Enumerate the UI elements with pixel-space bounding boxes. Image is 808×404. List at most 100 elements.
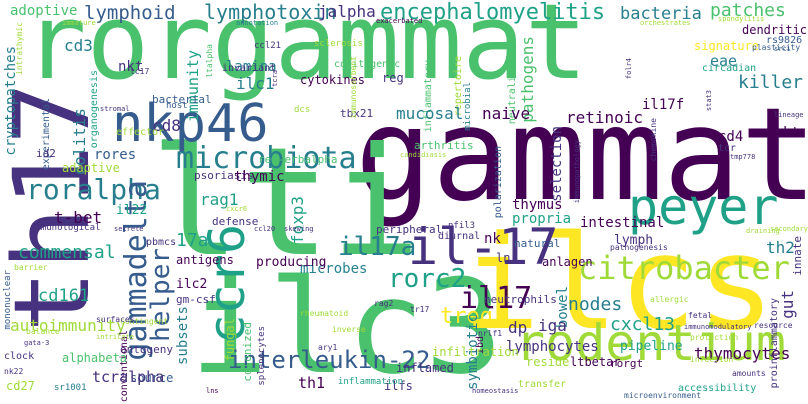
cloud-word: il-17 [408, 218, 559, 276]
cloud-word: immunopathology [573, 140, 581, 204]
cloud-word: rheumatoid [300, 309, 349, 318]
cloud-word: chemokine [649, 118, 658, 162]
cloud-word: intestinal [580, 215, 665, 231]
cloud-word: cd8 [152, 116, 181, 135]
cloud-word: tcralpha [92, 368, 165, 386]
cloud-word: defense [212, 215, 259, 228]
cloud-word: host [166, 101, 188, 111]
cloud-word: protection [690, 333, 739, 342]
cloud-word: bacteria [620, 4, 702, 24]
cloud-word: il17 [460, 281, 533, 316]
cloud-word: il22 [116, 203, 148, 218]
cloud-word: microbial [463, 82, 473, 131]
cloud-word: lineage [774, 111, 804, 119]
cloud-word: annotation [236, 19, 279, 27]
cloud-word: rorc2 [388, 264, 467, 294]
cloud-word: lymphocytes [506, 339, 599, 355]
cloud-word: contingent [120, 317, 169, 326]
cloud-word: sr1001 [54, 383, 87, 393]
cloud-word: rorgt [610, 357, 644, 370]
cloud-word: lymph [614, 233, 654, 248]
cloud-word: psoriasis [194, 169, 254, 182]
cloud-word: pathogenesis [610, 243, 668, 252]
cloud-word: lamina [226, 59, 277, 75]
cloud-word: nkp46 [112, 94, 269, 154]
cloud-word: peripheral [376, 223, 443, 236]
cloud-word: barrier [14, 263, 48, 272]
cloud-word: infiltration [432, 345, 519, 359]
cloud-word: jalpha [318, 2, 376, 21]
cloud-word: plasticity [752, 43, 801, 52]
cloud-word: microenvironment [624, 391, 702, 400]
cloud-word: balance [26, 327, 60, 336]
cloud-word: antigens [176, 253, 234, 267]
cloud-word: nodes [568, 294, 623, 315]
cloud-word: encephalomyelitis [380, 0, 606, 25]
cloud-word: gammat [355, 81, 808, 230]
cloud-word: source [130, 371, 174, 385]
cloud-word: secondary [770, 225, 808, 233]
cloud-word: helper [146, 248, 176, 342]
cloud-word: lymphotoxin [204, 0, 337, 24]
cloud-word: splenocytes [257, 326, 267, 386]
cloud-word: sclerosis [314, 39, 363, 49]
cloud-word: cryptopatches [3, 46, 19, 156]
cloud-word: alphabeta [62, 351, 128, 365]
cloud-word: surfaces [96, 315, 135, 324]
cloud-word: homeostasis [472, 387, 519, 395]
cloud-word: citrobacter [578, 249, 790, 287]
cloud-word: roralpha [26, 173, 161, 206]
cloud-word: cxcr6 [226, 205, 248, 213]
cloud-word: nk22 [4, 367, 24, 376]
cloud-word: rorgammat [24, 0, 588, 103]
cloud-word: resource [754, 321, 793, 330]
cloud-word: t-bet [54, 208, 103, 227]
cloud-word: effector [116, 127, 165, 138]
cloud-word: dendritic [742, 23, 808, 37]
cloud-word: mucosal [396, 104, 464, 123]
cloud-word: th2 [766, 238, 795, 257]
cloud-word: cd161 [38, 286, 90, 306]
cloud-word: stromal [100, 105, 130, 113]
cloud-word: gm-csf [176, 293, 216, 306]
cloud-word: cytokines [300, 73, 366, 87]
cloud-word: selection [549, 126, 565, 202]
cloud-word: polarization [493, 146, 504, 219]
cloud-word: immature [62, 19, 96, 27]
cloud-word: th1 [298, 374, 326, 392]
cloud-word: candidiasis [400, 151, 447, 159]
cloud-word: inverse [332, 325, 366, 334]
cloud-word: ccl21 [254, 41, 282, 51]
cloud-word: rodentium [515, 314, 786, 372]
cloud-word: rag1 [200, 190, 239, 209]
cloud-word: killer [738, 72, 804, 93]
cloud-word: thymus [512, 197, 563, 213]
cloud-word: naive [482, 104, 531, 123]
cloud-word: ltbetar [570, 355, 621, 369]
cloud-word: skewing [284, 225, 314, 233]
cloud-word: rag2 [374, 299, 394, 308]
cloud-word: adoptive [10, 3, 78, 19]
cloud-word: spondylitis [718, 15, 765, 23]
cloud-word: anlagen [542, 255, 593, 269]
cloud-word: il17f [642, 97, 685, 113]
cloud-word: tc17 [130, 67, 150, 76]
cloud-word: folr4 [625, 58, 633, 80]
cloud-word: neutrophils [484, 293, 557, 306]
cloud-word: reside [526, 355, 570, 369]
cloud-word: gata-3 [24, 339, 50, 347]
cloud-word: 17a [176, 230, 209, 251]
cloud-word: microbiota [176, 141, 357, 176]
cloud-word: adaptive [62, 161, 120, 175]
cloud-word: bacterial [152, 93, 212, 106]
cloud-word: innate [791, 236, 804, 276]
cloud-word: ilfs [384, 379, 413, 393]
cloud-word: interleukin-22 [228, 346, 431, 374]
cloud-word: lti [150, 116, 421, 290]
cloud-word: inflamed [396, 361, 454, 375]
cloud-word: draining [746, 227, 780, 235]
cloud-word: lymphoid [84, 2, 176, 24]
cloud-word: ccl20 [254, 225, 276, 233]
cloud-word: peyer [628, 178, 779, 236]
cloud-word: tcra [271, 70, 279, 87]
